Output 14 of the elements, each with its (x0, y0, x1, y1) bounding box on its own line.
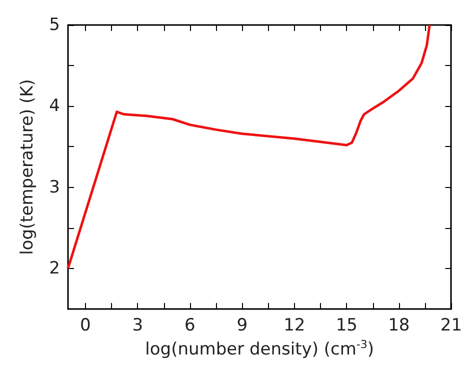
x-tick-label: 12 (284, 316, 306, 336)
x-tick-label: 9 (236, 316, 248, 336)
x-tick-label: 3 (132, 316, 144, 336)
x-tick-label: 6 (184, 316, 196, 336)
y-axis-title: log(temperature) (K) (18, 79, 38, 255)
y-tick-label: 5 (49, 15, 60, 35)
x-tick-label: 21 (440, 316, 462, 336)
y-tick-label: 2 (49, 258, 60, 278)
y-tick-label: 4 (49, 96, 60, 116)
x-tick-label: 15 (336, 316, 358, 336)
y-tick-label: 3 (49, 177, 60, 198)
x-tick-label: 0 (80, 316, 91, 336)
line-series (66, 24, 431, 270)
x-tick-label: 18 (388, 316, 410, 336)
